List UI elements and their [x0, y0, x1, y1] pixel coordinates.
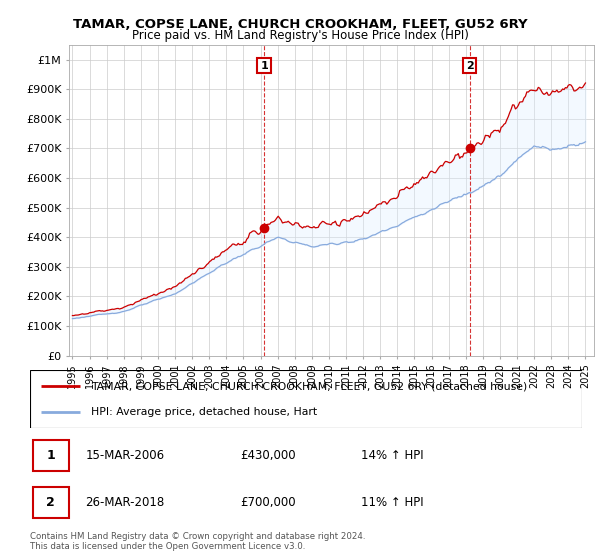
Text: HPI: Average price, detached house, Hart: HPI: Average price, detached house, Hart — [91, 407, 317, 417]
Bar — [33, 440, 68, 472]
Text: This data is licensed under the Open Government Licence v3.0.: This data is licensed under the Open Gov… — [30, 542, 305, 551]
Text: Price paid vs. HM Land Registry's House Price Index (HPI): Price paid vs. HM Land Registry's House … — [131, 29, 469, 42]
Text: £430,000: £430,000 — [240, 449, 295, 462]
Text: Contains HM Land Registry data © Crown copyright and database right 2024.: Contains HM Land Registry data © Crown c… — [30, 532, 365, 541]
Text: TAMAR, COPSE LANE, CHURCH CROOKHAM, FLEET, GU52 6RY: TAMAR, COPSE LANE, CHURCH CROOKHAM, FLEE… — [73, 18, 527, 31]
Text: 14% ↑ HPI: 14% ↑ HPI — [361, 449, 424, 462]
Text: 1: 1 — [46, 449, 55, 462]
Text: 2: 2 — [46, 496, 55, 509]
Text: TAMAR, COPSE LANE, CHURCH CROOKHAM, FLEET, GU52 6RY (detached house): TAMAR, COPSE LANE, CHURCH CROOKHAM, FLEE… — [91, 381, 527, 391]
Text: 15-MAR-2006: 15-MAR-2006 — [85, 449, 164, 462]
Text: £700,000: £700,000 — [240, 496, 295, 509]
Text: 2: 2 — [466, 60, 473, 71]
Text: 11% ↑ HPI: 11% ↑ HPI — [361, 496, 424, 509]
Text: 26-MAR-2018: 26-MAR-2018 — [85, 496, 164, 509]
Text: 1: 1 — [260, 60, 268, 71]
Bar — [33, 487, 68, 519]
